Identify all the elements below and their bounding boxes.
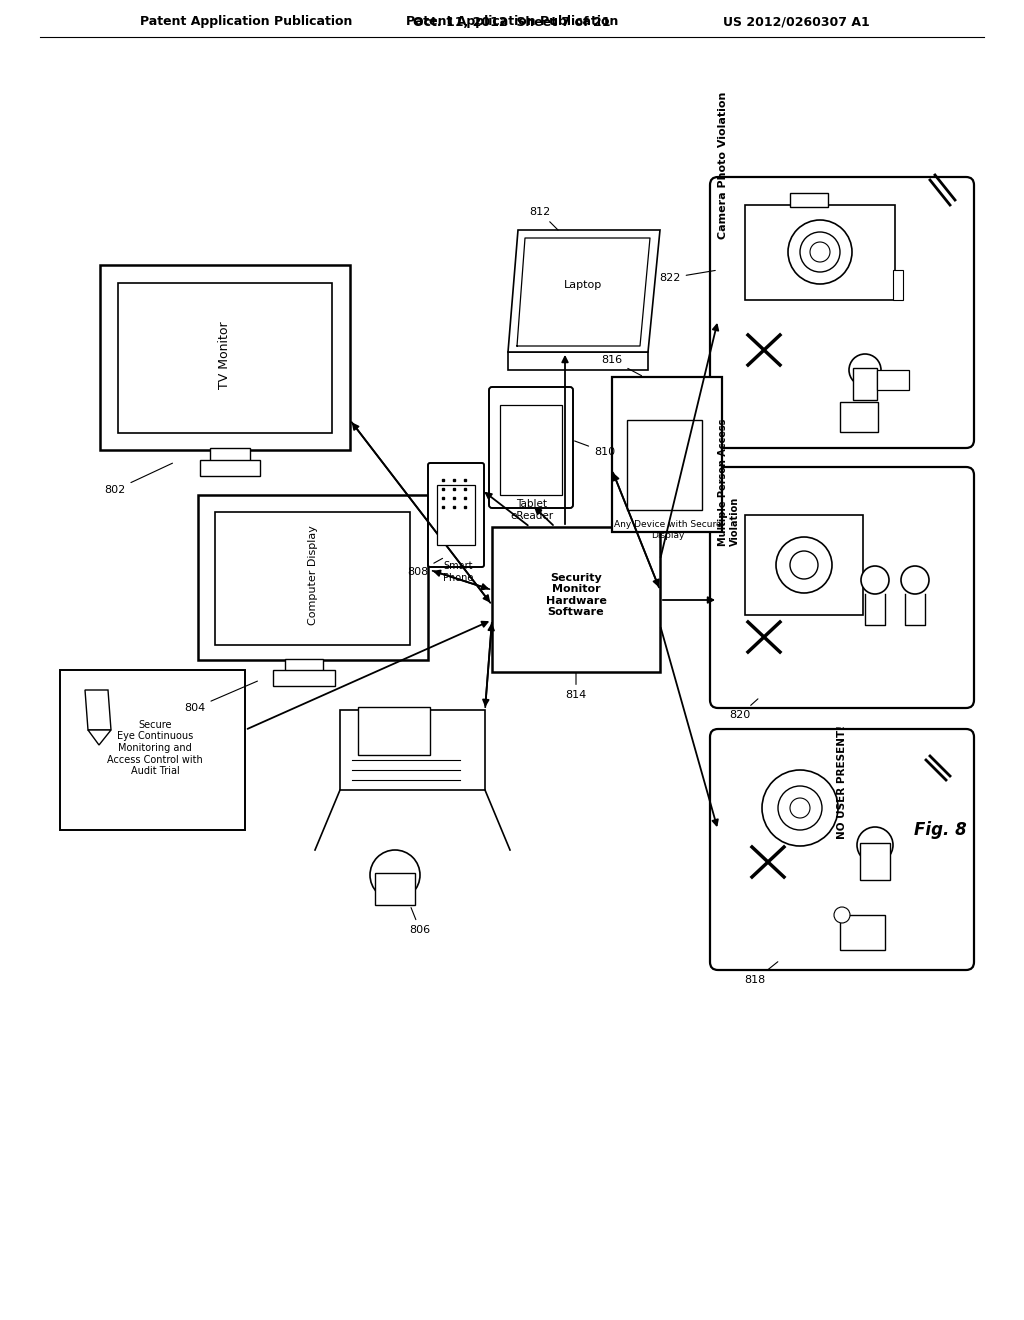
Text: 814: 814 xyxy=(565,673,587,700)
Bar xyxy=(612,378,722,532)
Bar xyxy=(118,282,332,433)
Circle shape xyxy=(857,828,893,863)
Text: Secure
Eye Continuous
Monitoring and
Access Control with
Audit Trial: Secure Eye Continuous Monitoring and Acc… xyxy=(108,719,203,776)
Circle shape xyxy=(762,770,838,846)
Text: Camera Photo Violation: Camera Photo Violation xyxy=(718,91,728,239)
Bar xyxy=(840,403,878,432)
Bar xyxy=(60,671,245,830)
Circle shape xyxy=(810,242,830,261)
Text: 808: 808 xyxy=(408,558,442,577)
Text: Patent Application Publication: Patent Application Publication xyxy=(140,16,352,29)
Text: Tablet
eReader: Tablet eReader xyxy=(510,499,554,521)
FancyBboxPatch shape xyxy=(710,729,974,970)
Bar xyxy=(200,459,260,477)
Text: 810: 810 xyxy=(574,441,615,457)
Bar xyxy=(358,708,430,755)
Bar xyxy=(745,515,863,615)
Bar xyxy=(340,710,485,789)
Text: NO USER PRESENT!: NO USER PRESENT! xyxy=(837,725,847,840)
Circle shape xyxy=(776,537,831,593)
Bar xyxy=(210,447,250,462)
Circle shape xyxy=(834,907,850,923)
Circle shape xyxy=(861,566,889,594)
Circle shape xyxy=(778,785,822,830)
Bar xyxy=(500,405,562,495)
Bar xyxy=(860,843,890,880)
Bar xyxy=(893,271,903,300)
Circle shape xyxy=(370,850,420,900)
Text: Security
Monitor
Hardware
Software: Security Monitor Hardware Software xyxy=(546,573,606,618)
Polygon shape xyxy=(88,730,111,744)
Bar xyxy=(627,420,702,510)
Bar xyxy=(790,193,828,207)
Bar xyxy=(877,370,909,389)
FancyBboxPatch shape xyxy=(710,467,974,708)
Bar xyxy=(840,915,885,950)
FancyBboxPatch shape xyxy=(489,387,573,508)
Bar xyxy=(437,484,475,545)
Circle shape xyxy=(800,232,840,272)
Text: Computer Display: Computer Display xyxy=(308,525,318,624)
Text: 822: 822 xyxy=(659,271,715,282)
Text: Laptop: Laptop xyxy=(564,280,602,290)
Text: Multiple Person Access
Violation: Multiple Person Access Violation xyxy=(718,418,739,545)
Bar xyxy=(492,527,660,672)
Bar xyxy=(745,205,895,300)
Text: TV Monitor: TV Monitor xyxy=(218,321,231,389)
Bar xyxy=(198,495,428,660)
Circle shape xyxy=(790,799,810,818)
Bar xyxy=(215,512,410,645)
Text: 806: 806 xyxy=(410,908,430,935)
Text: 802: 802 xyxy=(104,463,172,495)
Text: 816: 816 xyxy=(601,355,642,376)
Bar xyxy=(853,368,877,400)
Text: 812: 812 xyxy=(529,207,558,230)
Polygon shape xyxy=(85,690,111,730)
Circle shape xyxy=(849,354,881,385)
Circle shape xyxy=(790,550,818,579)
Bar xyxy=(508,352,648,370)
Polygon shape xyxy=(508,230,660,352)
Text: Fig. 8: Fig. 8 xyxy=(913,821,967,840)
Bar xyxy=(100,265,350,450)
Text: 820: 820 xyxy=(729,698,758,719)
Text: 818: 818 xyxy=(744,962,778,985)
Bar xyxy=(285,659,323,672)
FancyBboxPatch shape xyxy=(710,177,974,447)
Text: Any Device with Secure
Display: Any Device with Secure Display xyxy=(614,520,722,540)
FancyBboxPatch shape xyxy=(428,463,484,568)
Bar xyxy=(375,873,415,906)
Text: Patent Application Publication: Patent Application Publication xyxy=(406,16,618,29)
Text: Smart
Phone: Smart Phone xyxy=(442,561,473,583)
Circle shape xyxy=(901,566,929,594)
Circle shape xyxy=(788,220,852,284)
Text: 804: 804 xyxy=(184,681,257,713)
Text: US 2012/0260307 A1: US 2012/0260307 A1 xyxy=(723,16,870,29)
Text: Oct. 11, 2012  Sheet 7 of 21: Oct. 11, 2012 Sheet 7 of 21 xyxy=(414,16,610,29)
Bar xyxy=(273,671,335,686)
